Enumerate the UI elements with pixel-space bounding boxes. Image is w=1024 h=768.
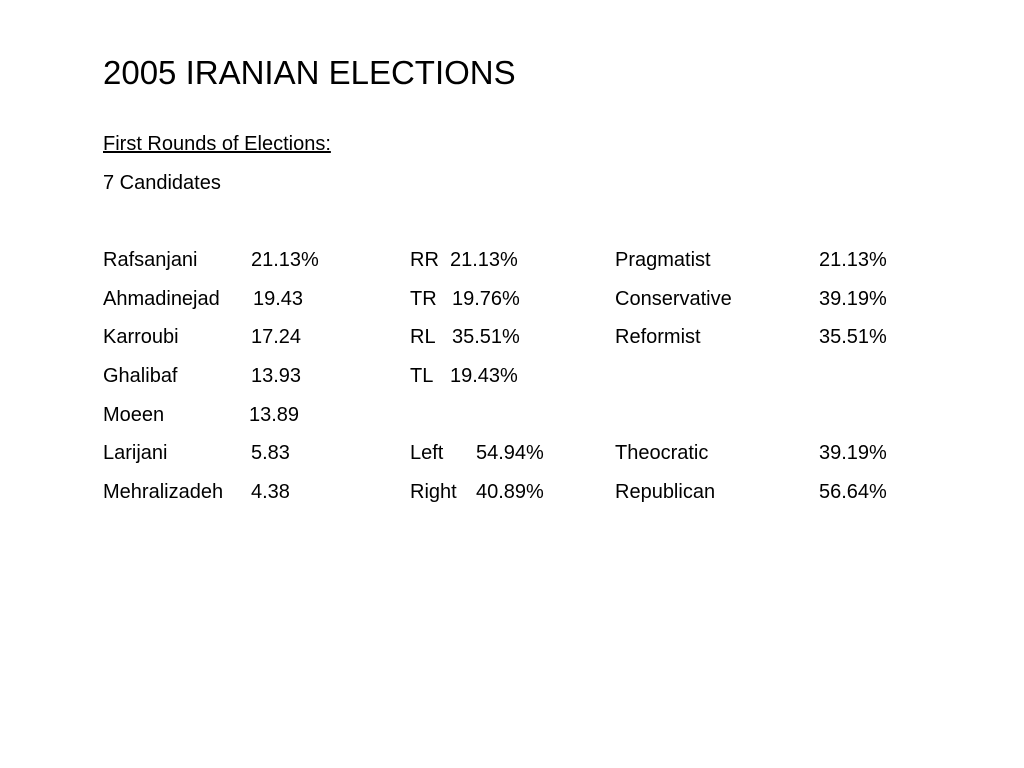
faction-label: Pragmatist bbox=[615, 249, 711, 271]
candidate-value: 19.43 bbox=[253, 288, 304, 310]
axis-tr-value: 39.19% bbox=[819, 442, 887, 464]
axis-tr-label: Republican bbox=[615, 481, 716, 503]
quadrant-label: TR bbox=[410, 288, 437, 310]
quadrant-value: 19.43% bbox=[450, 365, 518, 387]
section-heading: First Rounds of Elections: bbox=[103, 133, 331, 155]
candidate-value: 13.93 bbox=[251, 365, 302, 387]
candidate-name: Mehralizadeh bbox=[103, 481, 224, 503]
quadrant-value: 21.13% bbox=[450, 249, 518, 271]
axis-tr-value: 56.64% bbox=[819, 481, 887, 503]
axis-lr-label: Right bbox=[410, 481, 457, 503]
candidate-name: Ahmadinejad bbox=[103, 288, 220, 310]
quadrant-label: RL bbox=[410, 326, 436, 348]
faction-label: Conservative bbox=[615, 288, 732, 310]
quadrant-value: 19.76% bbox=[452, 288, 520, 310]
candidate-value: 5.83 bbox=[251, 442, 290, 464]
candidate-value: 21.13% bbox=[251, 249, 319, 271]
slide-title: 2005 IRANIAN ELECTIONS bbox=[103, 54, 516, 91]
candidate-name: Ghalibaf bbox=[103, 365, 178, 387]
candidate-name: Rafsanjani bbox=[103, 249, 198, 271]
axis-lr-value: 54.94% bbox=[476, 442, 544, 464]
faction-value: 21.13% bbox=[819, 249, 887, 271]
candidate-value: 13.89 bbox=[249, 404, 300, 426]
axis-tr-label: Theocratic bbox=[615, 442, 709, 464]
faction-value: 35.51% bbox=[819, 326, 887, 348]
candidate-count: 7 Candidates bbox=[103, 172, 221, 194]
axis-lr-label: Left bbox=[410, 442, 444, 464]
quadrant-label: TL bbox=[410, 365, 434, 387]
quadrant-label: RR bbox=[410, 249, 439, 271]
candidate-name: Larijani bbox=[103, 442, 168, 464]
candidate-value: 4.38 bbox=[251, 481, 290, 503]
candidate-name: Moeen bbox=[103, 404, 165, 426]
quadrant-value: 35.51% bbox=[452, 326, 520, 348]
faction-value: 39.19% bbox=[819, 288, 887, 310]
axis-lr-value: 40.89% bbox=[476, 481, 544, 503]
candidate-name: Karroubi bbox=[103, 326, 179, 348]
candidate-value: 17.24 bbox=[251, 326, 302, 348]
faction-label: Reformist bbox=[615, 326, 701, 348]
